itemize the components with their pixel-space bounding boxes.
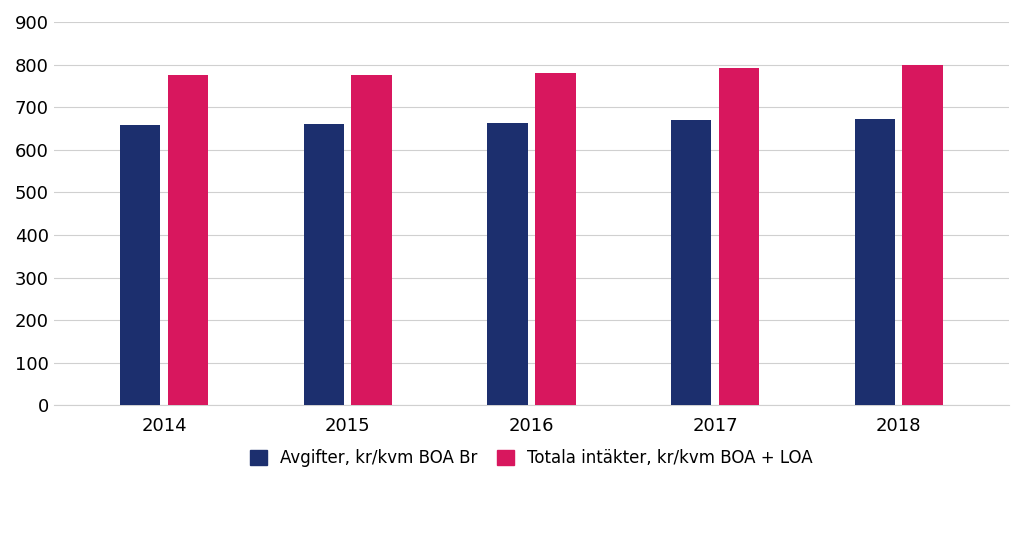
Bar [536, 73, 575, 406]
Bar [487, 123, 527, 406]
Bar [671, 120, 712, 406]
Bar [304, 124, 344, 406]
Bar [351, 75, 392, 406]
Legend: Avgifter, kr/kvm BOA Br, Totala intäkter, kr/kvm BOA + LOA: Avgifter, kr/kvm BOA Br, Totala intäkter… [244, 442, 819, 474]
Bar [902, 65, 943, 406]
Bar [855, 119, 895, 406]
Bar [168, 75, 208, 406]
Bar [719, 68, 759, 406]
Bar [120, 125, 161, 406]
